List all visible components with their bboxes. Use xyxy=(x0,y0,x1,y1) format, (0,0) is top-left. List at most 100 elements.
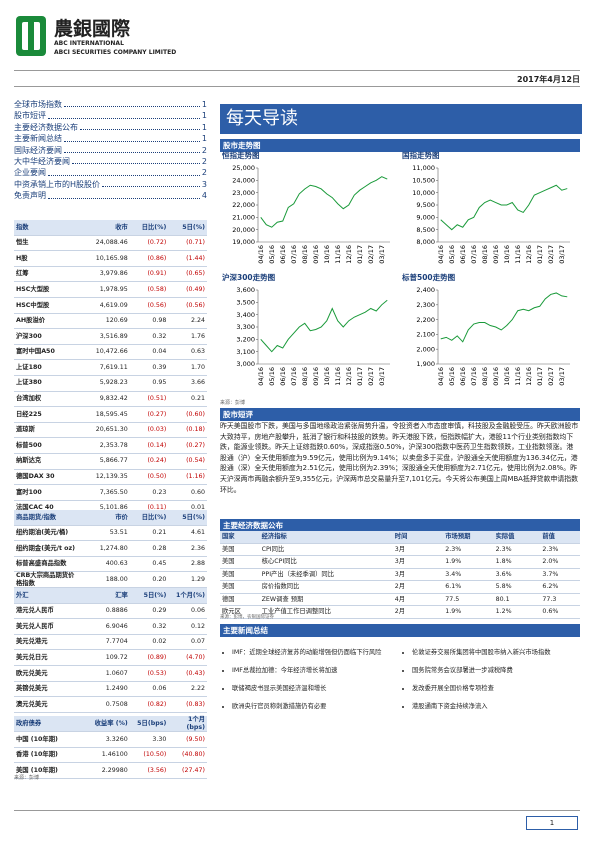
cell: 3,516.89 xyxy=(79,328,130,345)
header-cell: 外汇 xyxy=(14,588,80,604)
toc: 全球市场指数 1 股市短评 1 主要经济数据公布 1 主要新闻总结 1 国际经济要闻 2 大中华经济… xyxy=(14,99,207,202)
cell: 10,472.66 xyxy=(79,344,130,361)
cell: 美国 xyxy=(220,568,260,581)
cell: 上证380 xyxy=(14,375,80,392)
cell: 2.3% xyxy=(540,543,580,556)
cell: (0.24) xyxy=(129,453,169,470)
toc-page: 2 xyxy=(201,157,207,167)
x-tick-label: 07/16 xyxy=(290,367,298,386)
row: 沪深300 3,516.89 0.32 1.76 xyxy=(14,328,207,345)
cell: 0.28 xyxy=(129,540,169,557)
x-tick-label: 06/16 xyxy=(459,367,467,386)
indices-table-wrap: 指数 收市 日比(%) 5日(%) 恒生 24,088.46 (0.72) (0.71) H股 1… xyxy=(14,220,207,517)
cell: 0.7508 xyxy=(79,696,130,713)
header-cell: 政府债券 xyxy=(14,716,80,732)
cell: 0.06 xyxy=(129,681,169,698)
row: 标普500 2,353.78 (0.14) (0.27) xyxy=(14,437,207,454)
cell: 香港 (10年期) xyxy=(14,747,80,764)
toc-label: 主要经济数据公布 xyxy=(14,122,78,132)
cell: 120.69 xyxy=(79,313,130,330)
commentary: 昨天美国股市下跌，美国与多国地缘政治紧张局势升温，令投资者入市态度审慎，科技股及… xyxy=(220,422,579,494)
cell: 0.21 xyxy=(168,391,207,408)
cell: 中国 (10年期) xyxy=(14,731,80,748)
cell: 0.02 xyxy=(129,634,169,651)
indices-table: 指数 收市 日比(%) 5日(%) 恒生 24,088.46 (0.72) (0.71) H股 1… xyxy=(14,220,207,517)
row: 美国 核心CPI同比 3月 1.9% 1.8% 2.0% xyxy=(220,555,580,569)
header-row: 外汇 汇率 5日(%) 1个月(%) xyxy=(14,588,207,604)
x-tick-label: 09/16 xyxy=(492,245,500,264)
toc-leader xyxy=(48,167,200,176)
x-tick-label: 02/17 xyxy=(547,367,555,386)
toc-leader xyxy=(64,133,200,142)
cell: 红筹 xyxy=(14,266,80,283)
cell: 标普高盛商品指数 xyxy=(14,556,80,573)
news-item: IMF总裁拉加德：今年经济增长将加速 xyxy=(232,666,402,675)
line xyxy=(260,299,388,353)
cell: (10.50) xyxy=(129,747,169,764)
cell: 英镑兑美元 xyxy=(14,681,80,698)
cell: 3.30 xyxy=(129,731,169,748)
line xyxy=(440,184,568,231)
y-tick-label: 3,600 xyxy=(236,286,255,294)
cell: 0.20 xyxy=(129,571,169,589)
cell: 12,139.35 xyxy=(79,469,130,486)
news-list: 伦敦证券交易所集团将中国股市纳入新兴市场指数国务院常务会议部署进一步减税降费发改… xyxy=(400,648,582,720)
x-tick-label: 10/16 xyxy=(323,367,331,386)
y-tick-label: 2,200 xyxy=(416,316,435,324)
cell: (0.18) xyxy=(168,422,207,439)
cell: 1.29 xyxy=(168,571,207,589)
chart-title: 标普500走势图 xyxy=(401,272,456,282)
x-tick-label: 11/16 xyxy=(334,245,342,264)
cell: CRB大宗商品期货价格指数 xyxy=(14,571,80,589)
cell: 80.1 xyxy=(493,593,541,606)
cell: 0.8886 xyxy=(79,603,130,620)
main-title: 每天导读 xyxy=(220,104,582,134)
header-cell: 指数 xyxy=(14,220,80,236)
cell: (0.60) xyxy=(168,406,207,423)
cell: 3.4% xyxy=(443,568,494,581)
row: 欧元区 工业产值工作日调整同比 2月 1.9% 1.2% 0.6% xyxy=(220,605,580,619)
cell: 美国 xyxy=(220,555,260,569)
x-tick-label: 04/16 xyxy=(257,245,265,264)
toc-row: 主要新闻总结 1 xyxy=(14,133,207,144)
header-cell: 日比(%) xyxy=(129,220,169,236)
cell: 美元兑人民币 xyxy=(14,618,80,635)
header-cell: 5日(%) xyxy=(168,220,207,236)
x-tick-label: 10/16 xyxy=(503,367,511,386)
cell: HSC中型股 xyxy=(14,297,80,314)
chart: 恒指走势图 19,000 20,000 21,000 22,000 23,000 24,00… xyxy=(222,150,390,264)
cell: 10,165.98 xyxy=(79,250,130,267)
news-list: IMF：近期全球经济复苏的动能增强但仍面临下行风险 IMF总裁拉加德：今年经济增长… xyxy=(220,648,402,720)
cell: 欧元区 xyxy=(220,605,260,619)
cell: 6.2% xyxy=(540,580,580,594)
toc-label: 大中华经济要闻 xyxy=(14,157,70,167)
toc-leader xyxy=(64,145,200,154)
header-row: 政府债券 收益率 (%) 5日(bps) 1个月(bps) xyxy=(14,716,207,732)
x-tick-label: 09/16 xyxy=(492,367,500,386)
toc-leader xyxy=(80,122,200,131)
news-item: 发改委开展全国价格专项检查 xyxy=(412,684,582,693)
cell: 1,274.80 xyxy=(79,540,130,557)
news-item: 伦敦证券交易所集团将中国股市纳入新兴市场指数 xyxy=(412,648,582,657)
toc-row: 股市短评 1 xyxy=(14,110,207,121)
x-tick-label: 09/16 xyxy=(312,245,320,264)
header-cell: 1个月(%) xyxy=(168,588,207,604)
y-tick-label: 21,000 xyxy=(232,214,255,222)
row: 美元兑港元 7.7704 0.02 0.07 xyxy=(14,634,207,651)
cell: (0.03) xyxy=(129,422,169,439)
x-tick-label: 08/16 xyxy=(481,367,489,386)
x-tick-label: 11/16 xyxy=(514,367,522,386)
row: 德国DAX 30 12,139.35 (0.50) (1.16) xyxy=(14,469,207,486)
cell: 0.07 xyxy=(168,634,207,651)
cell: (0.91) xyxy=(129,266,169,283)
cell: 3月 xyxy=(392,543,444,556)
brand-en: ABC INTERNATIONAL xyxy=(54,40,124,47)
toc-leader xyxy=(48,190,200,199)
brand-en-full: ABCI SECURITIES COMPANY LIMITED xyxy=(54,49,177,56)
cell: (0.56) xyxy=(129,297,169,314)
cell: 3月 xyxy=(392,568,444,581)
cell: 2.24 xyxy=(168,313,207,330)
source: 来源：彭博 xyxy=(220,400,246,406)
cell: 5,866.77 xyxy=(79,453,130,470)
y-tick-label: 3,300 xyxy=(236,323,255,331)
